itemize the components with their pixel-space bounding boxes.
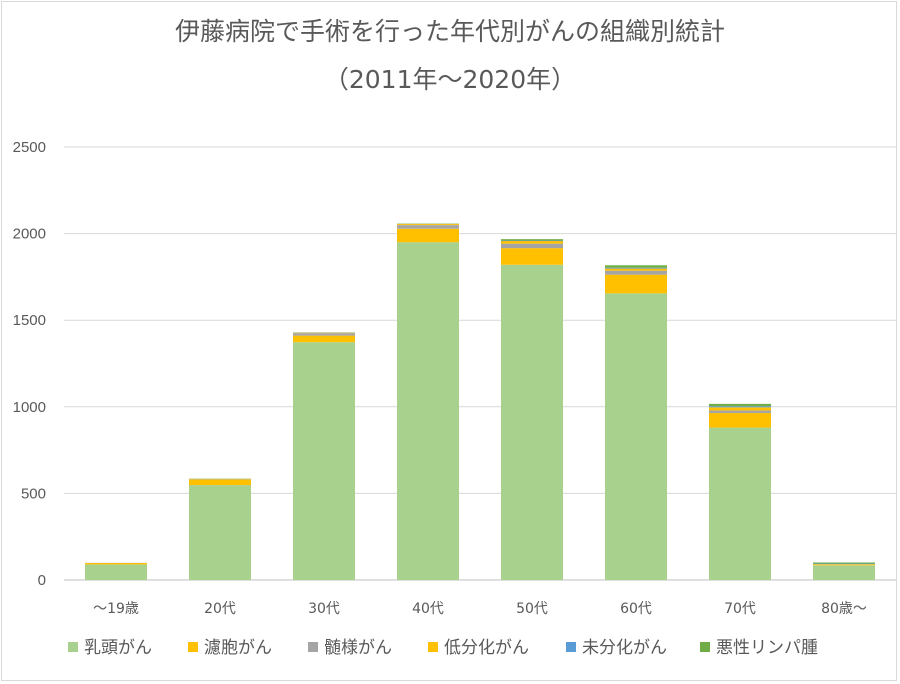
legend-item: 未分化がん xyxy=(566,638,667,658)
bar-segment xyxy=(605,293,667,580)
x-axis-categories: ～19歳 20代 30代 40代 50代 60代 70代 80歳～ xyxy=(93,601,867,617)
gridlines xyxy=(64,146,896,581)
bar-segment xyxy=(501,243,563,249)
bar-segment xyxy=(813,564,875,566)
x-tick-label: 80歳～ xyxy=(821,601,867,617)
legend-label: 未分化がん xyxy=(582,638,667,658)
bar-segment xyxy=(397,224,459,226)
legend-swatch xyxy=(68,642,78,652)
bars xyxy=(85,223,875,580)
bar-segment xyxy=(189,479,251,486)
x-tick-label: 30代 xyxy=(308,601,340,617)
bar-segment xyxy=(813,563,875,565)
bar-segment xyxy=(501,239,563,241)
y-tick-label: 1000 xyxy=(13,399,46,416)
x-tick-label: 50代 xyxy=(516,601,548,617)
bar-segment xyxy=(709,427,771,580)
bar-segment xyxy=(501,264,563,580)
bar-segment xyxy=(293,342,355,580)
bar-segment xyxy=(501,240,563,242)
bar-segment xyxy=(397,242,459,580)
chart-title: 伊藤病院で手術を行った年代別がんの組織別統計 xyxy=(175,17,725,46)
bar-segment xyxy=(501,248,563,265)
bar-segment xyxy=(605,274,667,294)
bar-segment xyxy=(85,564,147,580)
legend: 乳頭がん 濾胞がん 髄様がん 低分化がん 未分化がん 悪性リンパ腫 xyxy=(68,638,818,658)
bar-segment xyxy=(709,407,771,411)
y-axis-ticks: 0 500 1000 1500 2000 2500 xyxy=(13,139,46,589)
x-tick-label: 40代 xyxy=(412,601,444,617)
legend-item: 濾胞がん xyxy=(188,638,272,658)
legend-label: 髄様がん xyxy=(324,638,392,658)
legend-item: 低分化がん xyxy=(428,638,529,658)
legend-label: 濾胞がん xyxy=(204,638,272,658)
x-tick-label: 60代 xyxy=(620,601,652,617)
bar-segment xyxy=(189,478,251,480)
legend-label: 低分化がん xyxy=(444,638,529,658)
bar-segment xyxy=(501,241,563,244)
legend-swatch xyxy=(308,642,318,652)
x-tick-label: 70代 xyxy=(724,601,756,617)
bar-segment xyxy=(813,565,875,580)
bar-segment xyxy=(293,335,355,343)
legend-swatch xyxy=(428,642,438,652)
y-tick-label: 0 xyxy=(38,572,46,589)
legend-item: 髄様がん xyxy=(308,638,392,658)
bar-segment xyxy=(397,225,459,229)
y-tick-label: 2000 xyxy=(13,226,46,243)
bar-segment xyxy=(605,265,667,268)
bar-segment xyxy=(605,268,667,271)
legend-item: 悪性リンパ腫 xyxy=(700,638,818,658)
bar-segment xyxy=(293,333,355,336)
legend-swatch xyxy=(700,642,710,652)
bar-segment xyxy=(813,562,875,564)
bar-segment xyxy=(85,563,147,565)
bar-segment xyxy=(709,406,771,408)
bar-segment xyxy=(709,413,771,428)
legend-swatch xyxy=(566,642,576,652)
bar-segment xyxy=(605,270,667,275)
y-tick-label: 1500 xyxy=(13,312,46,329)
bar-segment xyxy=(397,228,459,243)
chart-subtitle: （2011年～2020年） xyxy=(324,65,576,94)
legend-label: 悪性リンパ腫 xyxy=(716,638,818,658)
x-tick-label: ～19歳 xyxy=(93,601,139,617)
bar-segment xyxy=(605,267,667,269)
bar-segment xyxy=(709,410,771,414)
x-tick-label: 20代 xyxy=(204,601,236,617)
legend-label: 乳頭がん xyxy=(84,638,152,658)
bar-segment xyxy=(189,485,251,580)
legend-swatch xyxy=(188,642,198,652)
y-tick-label: 2500 xyxy=(13,139,46,156)
legend-item: 乳頭がん xyxy=(68,638,152,658)
bar-segment xyxy=(293,332,355,334)
bar-segment xyxy=(709,403,771,407)
y-tick-label: 500 xyxy=(21,485,46,502)
